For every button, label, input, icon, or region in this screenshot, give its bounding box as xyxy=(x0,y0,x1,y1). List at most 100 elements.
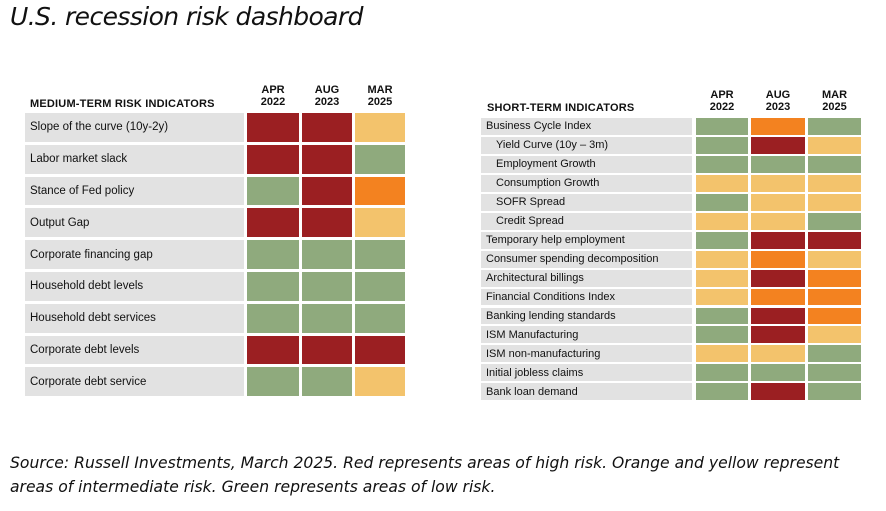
risk-cell-green xyxy=(355,272,405,301)
risk-cell-green xyxy=(696,307,748,325)
risk-cell-yellow xyxy=(696,269,748,287)
risk-cell-red xyxy=(247,144,299,174)
row-label: Corporate debt levels xyxy=(25,335,244,365)
panel-title: SHORT-TERM INDICATORS xyxy=(487,102,635,114)
column-year: 2025 xyxy=(367,96,393,108)
risk-cell-yellow xyxy=(808,250,861,268)
column-header: MAR 2025 xyxy=(355,84,405,108)
row-label: SOFR Spread xyxy=(481,193,692,211)
risk-cell-green xyxy=(247,176,299,206)
row-label: Temporary help employment xyxy=(481,231,692,249)
risk-cell-green xyxy=(808,364,861,382)
column-year: 2023 xyxy=(314,96,340,108)
row-label: Employment Growth xyxy=(481,155,692,173)
risk-cell-yellow xyxy=(696,288,748,306)
column-year: 2022 xyxy=(260,96,286,108)
risk-cell-green xyxy=(302,272,352,301)
risk-cell-red xyxy=(751,383,805,401)
row-label: Financial Conditions Index xyxy=(481,288,692,306)
risk-cell-green xyxy=(808,345,861,363)
row-label: Business Cycle Index xyxy=(481,118,692,135)
risk-cell-red xyxy=(302,335,352,365)
panel-title: MEDIUM-TERM RISK INDICATORS xyxy=(30,98,215,110)
row-label: Architectural billings xyxy=(481,269,692,287)
risk-cell-green xyxy=(247,272,299,301)
column-header: APR 2022 xyxy=(247,84,299,108)
risk-cell-orange xyxy=(751,288,805,306)
row-label: Consumer spending decomposition xyxy=(481,250,692,268)
risk-cell-green xyxy=(355,303,405,333)
row-label: Household debt services xyxy=(25,303,244,333)
row-label: Labor market slack xyxy=(25,144,244,174)
dashboard-title: U.S. recession risk dashboard xyxy=(10,2,363,31)
risk-cell-red xyxy=(302,144,352,174)
risk-cell-red xyxy=(751,307,805,325)
column-month: AUG xyxy=(314,84,340,96)
risk-cell-green xyxy=(808,155,861,173)
risk-cell-green xyxy=(808,212,861,230)
risk-cell-yellow xyxy=(696,345,748,363)
row-label: Slope of the curve (10y-2y) xyxy=(25,113,244,142)
column-year: 2025 xyxy=(822,101,847,113)
risk-cell-green xyxy=(302,367,352,397)
risk-cell-red xyxy=(751,231,805,249)
risk-cell-yellow xyxy=(808,193,861,211)
risk-cell-orange xyxy=(751,118,805,135)
column-header: AUG 2023 xyxy=(302,84,352,108)
row-label: Output Gap xyxy=(25,208,244,238)
risk-cell-yellow xyxy=(808,326,861,344)
source-note: Source: Russell Investments, March 2025.… xyxy=(10,454,840,496)
risk-cell-green xyxy=(247,367,299,397)
risk-cell-red xyxy=(751,136,805,154)
risk-cell-green xyxy=(302,303,352,333)
risk-cell-red xyxy=(751,269,805,287)
risk-cell-yellow xyxy=(751,174,805,192)
risk-cell-red xyxy=(751,326,805,344)
risk-cell-red xyxy=(302,176,352,206)
risk-cell-yellow xyxy=(355,113,405,142)
risk-cell-yellow xyxy=(808,174,861,192)
risk-cell-green xyxy=(696,231,748,249)
risk-cell-green xyxy=(696,193,748,211)
column-month: APR xyxy=(710,89,734,101)
row-label: Bank loan demand xyxy=(481,383,692,401)
column-month: MAR xyxy=(821,89,848,101)
risk-cell-red xyxy=(247,208,299,238)
risk-cell-green xyxy=(355,240,405,269)
risk-cell-green xyxy=(751,155,805,173)
row-label: Stance of Fed policy xyxy=(25,176,244,206)
risk-cell-red xyxy=(247,335,299,365)
row-label: Corporate financing gap xyxy=(25,240,244,269)
risk-cell-yellow xyxy=(696,250,748,268)
risk-cell-red xyxy=(247,113,299,142)
risk-cell-green xyxy=(808,383,861,401)
column-year: 2022 xyxy=(709,101,735,113)
risk-cell-orange xyxy=(355,176,405,206)
column-month: AUG xyxy=(765,89,791,101)
risk-cell-green xyxy=(247,240,299,269)
risk-cell-green xyxy=(302,240,352,269)
column-header: APR 2022 xyxy=(696,89,748,113)
row-label: ISM non-manufacturing xyxy=(481,345,692,363)
risk-cell-green xyxy=(808,118,861,135)
row-label: ISM Manufacturing xyxy=(481,326,692,344)
risk-cell-yellow xyxy=(696,174,748,192)
risk-cell-yellow xyxy=(355,208,405,238)
risk-cell-green xyxy=(696,383,748,401)
column-header: AUG 2023 xyxy=(751,89,805,113)
column-month: MAR xyxy=(367,84,393,96)
row-label: Household debt levels xyxy=(25,272,244,301)
risk-cell-green xyxy=(247,303,299,333)
risk-cell-yellow xyxy=(696,212,748,230)
row-label: Initial jobless claims xyxy=(481,364,692,382)
row-label: Credit Spread xyxy=(481,212,692,230)
row-label: Corporate debt service xyxy=(25,367,244,397)
risk-cell-yellow xyxy=(355,367,405,397)
column-header: MAR 2025 xyxy=(808,89,861,113)
row-label: Banking lending standards xyxy=(481,307,692,325)
column-month: APR xyxy=(261,84,285,96)
risk-cell-red xyxy=(355,335,405,365)
risk-cell-green xyxy=(696,326,748,344)
risk-cell-green xyxy=(696,118,748,135)
risk-cell-yellow xyxy=(751,212,805,230)
